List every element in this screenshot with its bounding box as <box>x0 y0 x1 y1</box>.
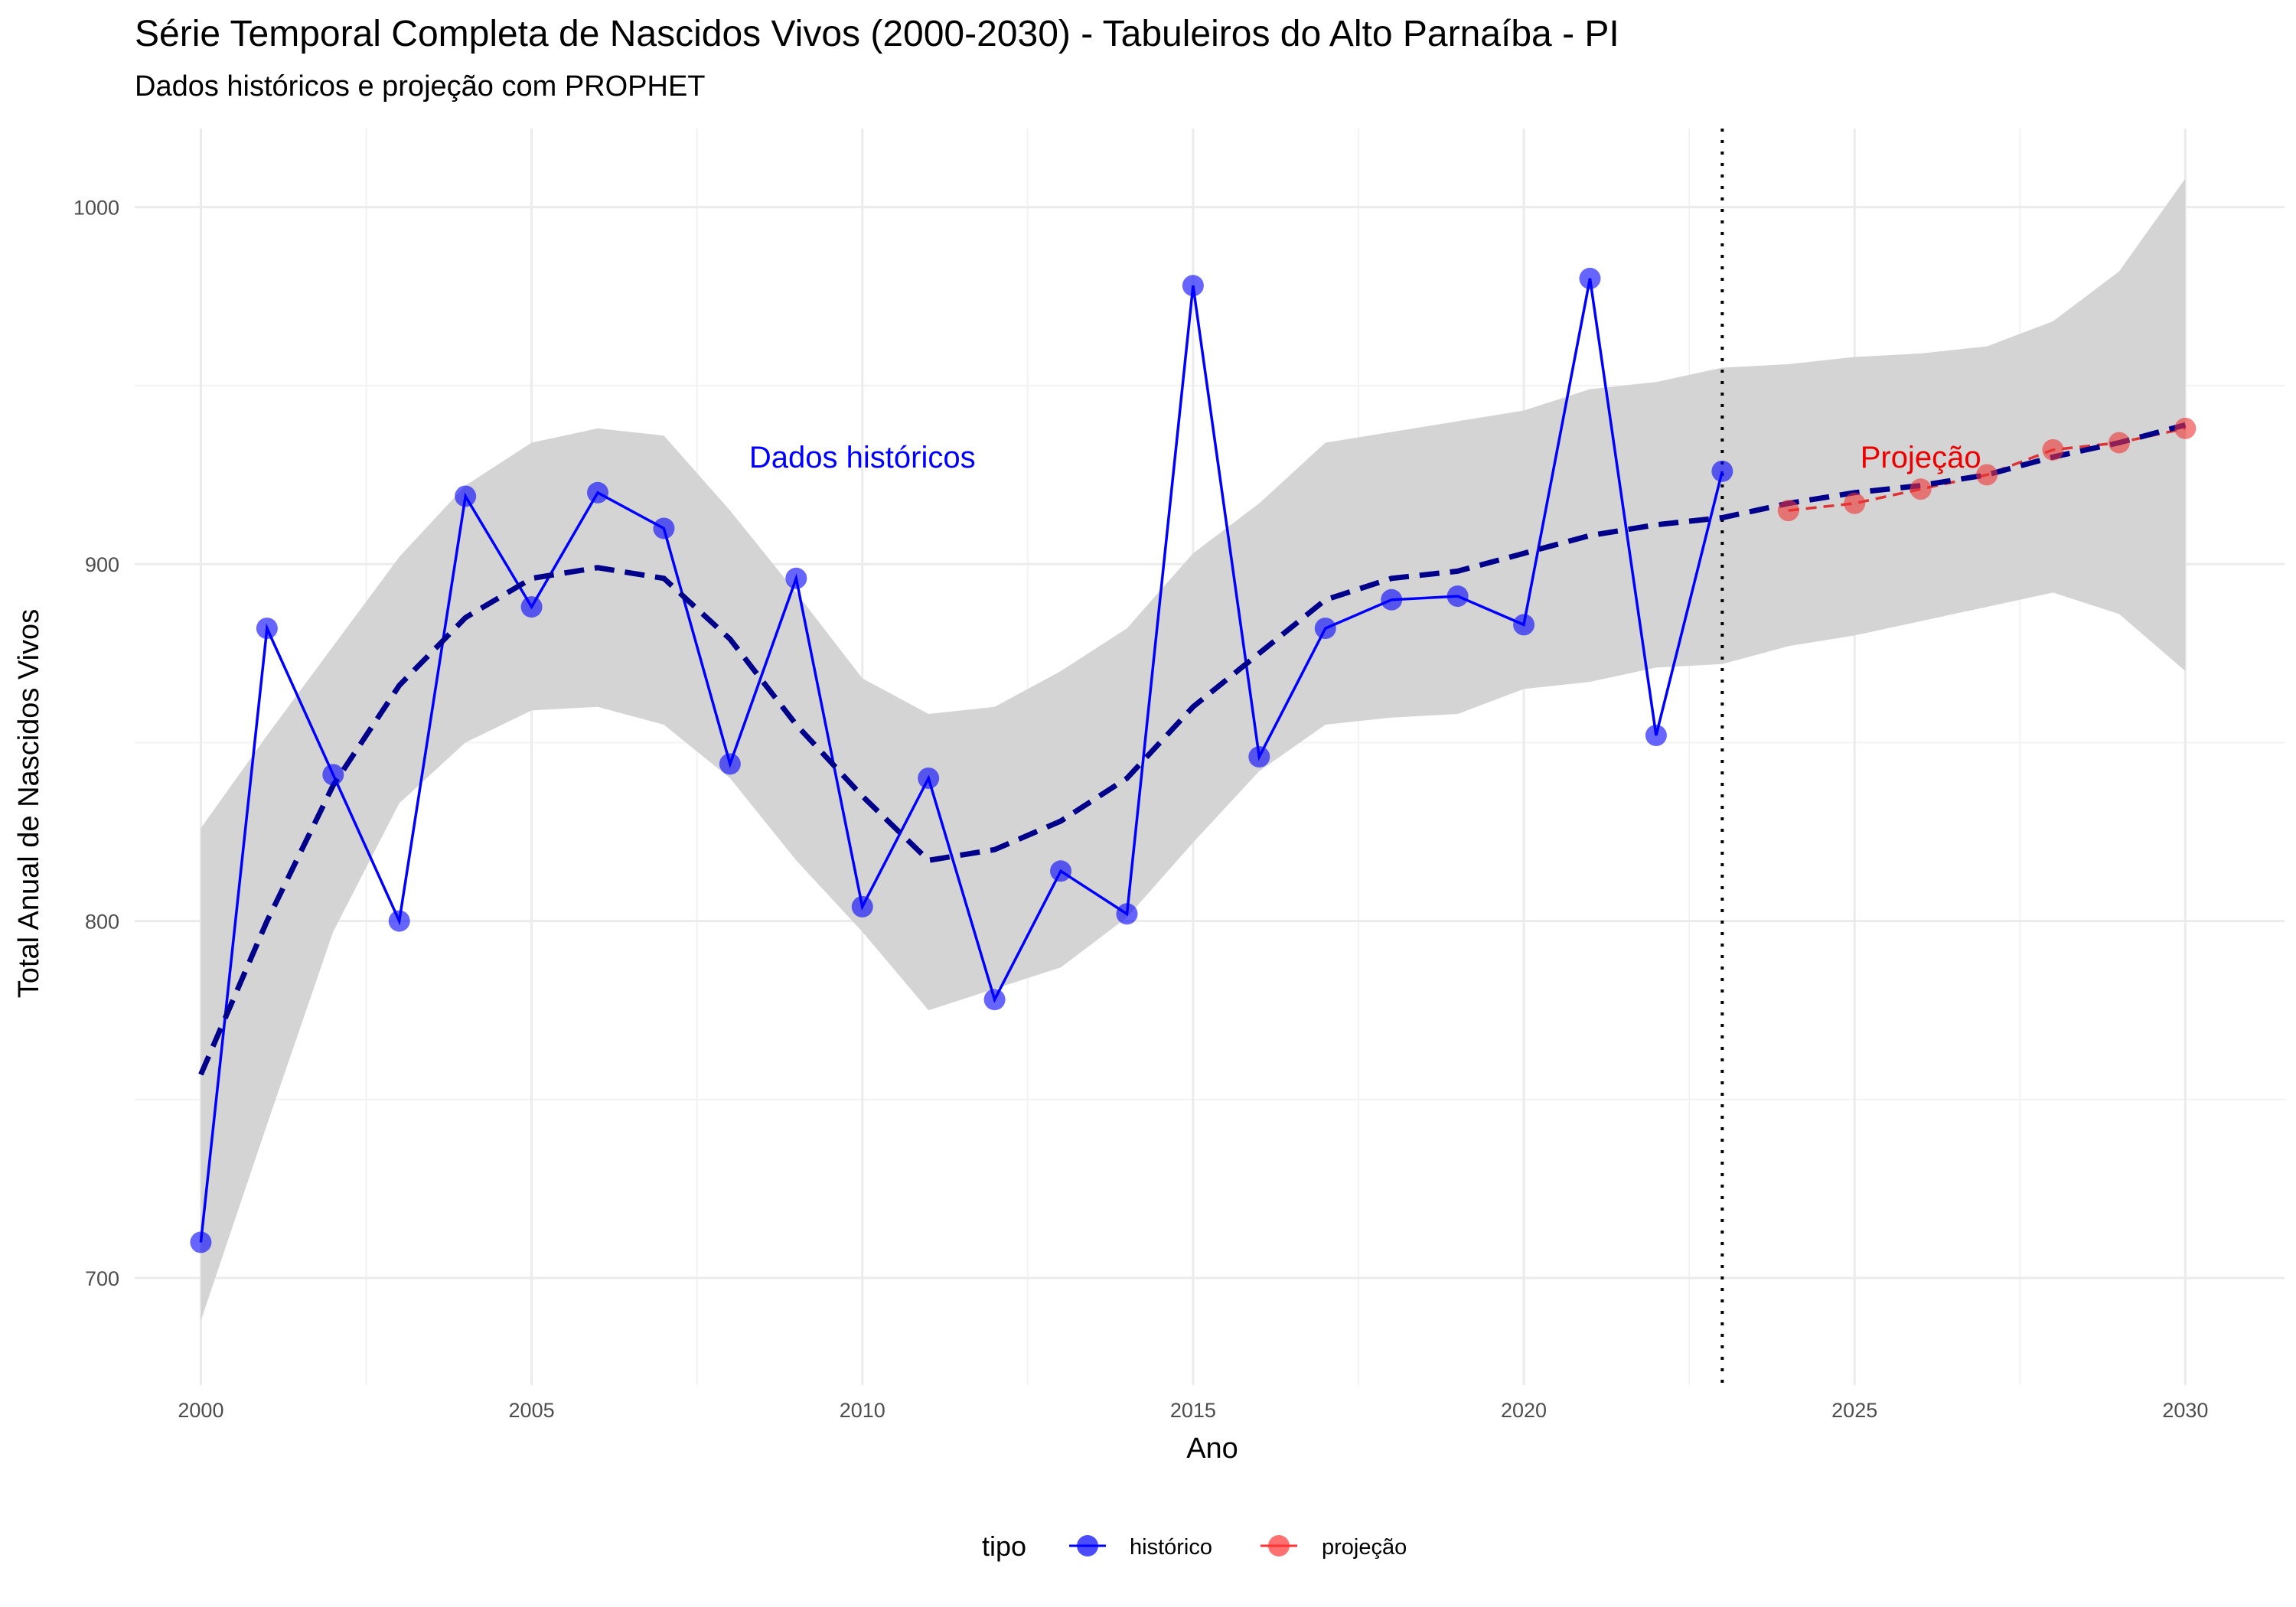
y-tick-label-700: 700 <box>85 1267 119 1290</box>
point-historico-2005 <box>520 596 543 618</box>
point-historico-2018 <box>1381 588 1403 611</box>
legend-item-historico: histórico <box>1069 1535 1212 1560</box>
chart-title: Série Temporal Completa de Nascidos Vivo… <box>135 14 1619 54</box>
point-projecao-2030 <box>2174 417 2197 439</box>
point-historico-2010 <box>851 895 873 918</box>
point-historico-2014 <box>1116 903 1138 925</box>
point-historico-2002 <box>322 764 344 786</box>
point-historico-2003 <box>388 910 410 932</box>
x-axis-ticks: 2000 2005 2010 2015 2020 2025 2030 <box>178 1399 2208 1422</box>
series-line-historico <box>199 278 1724 1243</box>
point-historico-2012 <box>983 989 1006 1011</box>
point-historico-2020 <box>1513 614 1535 636</box>
annotations-layer: Dados históricos Projeção <box>749 441 1981 474</box>
annotation-0: Dados históricos <box>749 441 976 474</box>
point-historico-2006 <box>587 481 609 504</box>
legend-key-point-projecao <box>1268 1535 1290 1556</box>
point-historico-2007 <box>653 517 675 539</box>
confidence-band-layer <box>201 178 2186 1321</box>
point-historico-2011 <box>918 767 940 789</box>
point-projecao-2028 <box>2042 438 2064 461</box>
point-projecao-2026 <box>1910 478 1932 500</box>
point-historico-2009 <box>785 567 807 589</box>
trend-layer <box>198 422 2187 1076</box>
point-historico-2022 <box>1645 725 1667 747</box>
point-projecao-2025 <box>1844 492 1866 514</box>
point-historico-2000 <box>190 1231 212 1253</box>
y-tick-label-800: 800 <box>85 911 119 934</box>
y-tick-label-1000: 1000 <box>73 197 119 220</box>
y-axis-title: Total Anual de Nascidos Vivos <box>13 609 45 998</box>
point-historico-2017 <box>1314 618 1336 640</box>
point-historico-2021 <box>1579 267 1601 289</box>
point-historico-2016 <box>1248 746 1270 768</box>
point-historico-2023 <box>1711 460 1733 482</box>
x-tick-label-2020: 2020 <box>1501 1399 1547 1422</box>
x-tick-label-2010: 2010 <box>840 1399 885 1422</box>
point-projecao-2024 <box>1777 500 1799 522</box>
y-tick-label-900: 900 <box>85 553 119 576</box>
x-tick-label-2025: 2025 <box>1831 1399 1877 1422</box>
legend: tipo histórico projeção <box>982 1530 1407 1562</box>
point-projecao-2029 <box>2108 432 2130 454</box>
x-tick-label-2015: 2015 <box>1170 1399 1216 1422</box>
legend-key-point-historico <box>1077 1535 1098 1556</box>
x-tick-label-2000: 2000 <box>178 1399 223 1422</box>
x-tick-label-2030: 2030 <box>2162 1399 2208 1422</box>
point-historico-2013 <box>1050 860 1072 882</box>
x-axis-title: Ano <box>1186 1433 1238 1465</box>
point-historico-2015 <box>1182 275 1204 297</box>
legend-title: tipo <box>982 1530 1026 1562</box>
chart-subtitle: Dados históricos e projeção com PROPHET <box>135 70 706 103</box>
annotation-1: Projeção <box>1861 441 1981 474</box>
point-historico-2019 <box>1446 585 1469 608</box>
confidence-band <box>201 178 2186 1321</box>
legend-item-projecao: projeção <box>1261 1535 1407 1560</box>
legend-label-projecao: projeção <box>1322 1535 1407 1560</box>
legend-label-historico: histórico <box>1130 1535 1212 1560</box>
x-tick-label-2005: 2005 <box>509 1399 555 1422</box>
points-layer <box>190 267 2197 1253</box>
point-historico-2008 <box>719 753 741 775</box>
trend-line <box>198 422 2187 1076</box>
point-projecao-2027 <box>1976 464 1998 486</box>
y-axis-ticks: 700 800 900 1000 <box>73 197 119 1290</box>
point-historico-2004 <box>455 485 477 507</box>
point-historico-2001 <box>256 618 278 640</box>
